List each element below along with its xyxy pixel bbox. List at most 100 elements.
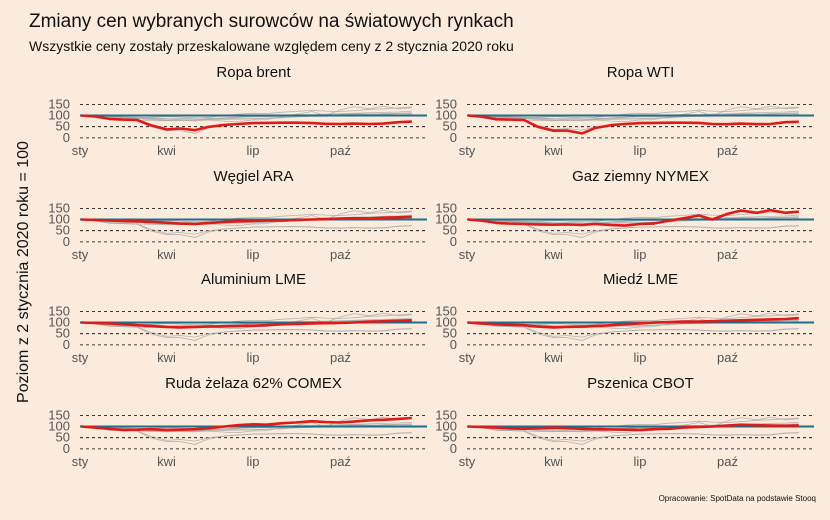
y-tick-label: 150: [435, 200, 457, 215]
highlight-series-line: [80, 319, 412, 329]
x-tick-label: sty: [72, 350, 89, 365]
context-series-line: [467, 312, 799, 330]
facet-title: Ruda żelaza 62% COMEX: [165, 375, 342, 392]
x-tick-label: paź: [330, 350, 351, 365]
y-tick-label: 150: [435, 407, 457, 422]
y-tick-label: 50: [56, 119, 70, 134]
context-series-line: [467, 113, 799, 120]
y-tick-label: 50: [443, 119, 457, 134]
y-tick-label: 100: [48, 212, 70, 227]
x-tick-label: sty: [459, 454, 476, 469]
context-series-line: [467, 416, 799, 434]
x-tick-label: kwi: [157, 247, 176, 262]
context-series-line: [80, 210, 412, 224]
context-series-line: [467, 214, 799, 225]
x-tick-label: sty: [72, 143, 89, 158]
y-tick-label: 100: [435, 108, 457, 123]
context-series-line: [80, 113, 412, 120]
facet-title: Aluminium LME: [201, 271, 306, 288]
y-tick-label: 150: [48, 303, 70, 318]
x-tick-label: sty: [459, 247, 476, 262]
y-tick-label: 0: [63, 130, 70, 145]
x-tick-label: paź: [717, 143, 738, 158]
highlight-series-line: [467, 423, 799, 432]
x-tick-label: lip: [247, 247, 260, 262]
x-tick-label: paź: [717, 247, 738, 262]
highlight-series-line: [80, 215, 412, 226]
highlight-series-line: [80, 114, 412, 132]
highlight-series-line: [80, 416, 412, 432]
x-tick-label: kwi: [157, 143, 176, 158]
highlight-series-line: [467, 208, 799, 227]
x-tick-label: lip: [634, 454, 647, 469]
x-tick-label: lip: [247, 143, 260, 158]
y-tick-label: 150: [48, 407, 70, 422]
x-tick-label: lip: [247, 454, 260, 469]
y-tick-label: 0: [450, 234, 457, 249]
x-tick-label: kwi: [544, 247, 563, 262]
chart-title: Zmiany cen wybranych surowców na światow…: [29, 11, 514, 32]
y-tick-label: 150: [435, 96, 457, 111]
x-tick-label: kwi: [157, 350, 176, 365]
x-tick-label: paź: [330, 247, 351, 262]
y-tick-label: 0: [63, 337, 70, 352]
y-tick-label: 50: [56, 326, 70, 341]
y-tick-label: 0: [63, 441, 70, 456]
context-series-line: [467, 110, 799, 121]
context-series-line: [80, 110, 412, 121]
y-tick-label: 0: [63, 234, 70, 249]
facet-title: Ropa brent: [216, 64, 291, 81]
x-tick-label: lip: [247, 350, 260, 365]
x-tick-label: paź: [717, 350, 738, 365]
context-series-line: [80, 312, 412, 330]
x-tick-label: sty: [459, 350, 476, 365]
facet-title: Miedź LME: [603, 271, 678, 288]
x-tick-label: lip: [634, 143, 647, 158]
y-tick-label: 100: [48, 315, 70, 330]
x-tick-label: paź: [330, 143, 351, 158]
x-tick-label: lip: [634, 350, 647, 365]
y-tick-label: 100: [435, 419, 457, 434]
x-tick-label: sty: [72, 247, 89, 262]
y-tick-label: 100: [48, 419, 70, 434]
x-tick-label: paź: [717, 454, 738, 469]
x-tick-label: sty: [72, 454, 89, 469]
context-series-line: [80, 209, 412, 227]
x-tick-label: kwi: [544, 454, 563, 469]
highlight-series-line: [467, 114, 799, 135]
y-tick-label: 150: [48, 200, 70, 215]
y-tick-label: 50: [56, 223, 70, 238]
context-series-line: [467, 217, 799, 224]
y-tick-label: 0: [450, 337, 457, 352]
chart-subtitle: Wszystkie ceny zostały przeskalowane wzg…: [29, 38, 514, 54]
y-tick-label: 0: [450, 441, 457, 456]
facet-title: Pszenica CBOT: [587, 375, 694, 392]
highlight-series-line: [467, 316, 799, 329]
y-tick-label: 50: [56, 430, 70, 445]
y-tick-label: 100: [48, 108, 70, 123]
y-tick-label: 50: [443, 326, 457, 341]
y-tick-label: 100: [435, 212, 457, 227]
x-tick-label: lip: [634, 247, 647, 262]
x-tick-label: kwi: [544, 143, 563, 158]
y-tick-label: 0: [450, 130, 457, 145]
source-caption: Opracowanie: SpotData na podstawie Stooq: [658, 494, 816, 503]
y-tick-label: 150: [435, 303, 457, 318]
x-tick-label: paź: [330, 454, 351, 469]
y-tick-label: 150: [48, 96, 70, 111]
y-tick-label: 50: [443, 223, 457, 238]
x-tick-label: kwi: [544, 350, 563, 365]
y-tick-label: 50: [443, 430, 457, 445]
facet-title: Gaz ziemny NYMEX: [572, 168, 709, 185]
x-tick-label: sty: [459, 143, 476, 158]
y-tick-label: 100: [435, 315, 457, 330]
